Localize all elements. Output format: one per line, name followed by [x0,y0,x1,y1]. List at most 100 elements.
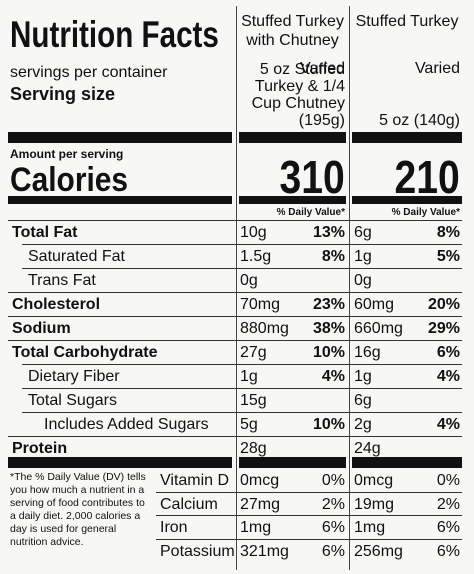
column-header: Stuffed Turkey with Chutney [241,13,344,49]
divider-bar [8,132,232,143]
mineral-name: Vitamin D [160,472,230,489]
servings: Varied [299,60,345,77]
nutrient-name: Trans Fat [28,272,96,289]
divider-bar [239,196,346,204]
nutrient-dv: 4% [436,368,460,385]
mineral-dv: 2% [436,495,460,513]
row-line [156,491,462,493]
calories-label: Calories [10,161,129,199]
nutrient-dv: 4% [321,368,345,385]
nutrient-name: Total Carbohydrate [12,344,158,361]
nutrient-name: Protein [12,440,68,457]
mineral-amount: 256mg [354,542,403,560]
nutrient-amount: 24g [354,440,381,457]
nutrient-name: Total Sugars [28,392,117,409]
mineral-amount: 19mg [354,495,395,513]
servings-label: servings per container [10,64,168,81]
mineral-dv: 6% [321,542,345,560]
mineral-amount: 0mcg [354,472,394,489]
nutrient-dv: 8% [436,224,460,241]
mineral-name: Calcium [160,495,218,513]
amount-label: Amount per serving [10,147,124,161]
serving-size: 5 oz Stuffed Turkey & 1/4 Cup Chutney (1… [251,61,345,129]
mineral-amount: 321mg [240,542,289,560]
nutrient-name: Dietary Fiber [28,368,120,385]
nutrient-amount: 1.5g [240,248,272,265]
nutrient-name: Saturated Fat [28,248,125,265]
mineral-dv: 0% [321,472,345,489]
nutrient-amount: 28g [240,440,267,457]
nutrient-dv: 13% [312,224,345,241]
nutrient-amount: 880mg [240,320,289,337]
nutrient-dv: 10% [312,416,345,433]
nutrient-amount: 0g [240,272,258,289]
nutrient-name: Sodium [12,320,71,337]
nutrient-amount: 6g [354,392,372,409]
mineral-dv: 0% [436,472,460,489]
divider-bar [352,132,462,143]
dv-header: % Daily Value* [391,207,460,218]
nutrient-name: Includes Added Sugars [44,416,209,433]
nutrient-amount: 6g [354,224,372,241]
nutrient-amount: 60mg [354,296,395,313]
nutrient-amount: 1g [354,368,372,385]
mineral-amount: 1mg [240,519,272,536]
nutrient-name: Cholesterol [12,296,101,313]
nutrient-amount: 15g [240,392,267,409]
nutrient-dv: 8% [321,248,345,265]
mineral-dv: 6% [436,519,460,536]
title: Nutrition Facts [10,14,219,55]
nutrient-amount: 660mg [354,320,403,337]
mineral-amount: 0mcg [240,472,280,489]
nutrient-dv: 6% [436,344,460,361]
row-line [22,388,462,389]
divider-bar [352,196,462,204]
nutrient-amount: 2g [354,416,372,433]
calories-value: 210 [394,151,460,203]
row-line [8,340,462,341]
dv-header: % Daily Value* [276,207,345,218]
servings: Varied [414,60,460,77]
nutrient-amount: 27g [240,344,267,361]
nutrient-amount: 10g [240,224,267,241]
row-line [156,538,462,540]
column-divider [349,6,350,570]
row-line [8,292,462,293]
nutrient-dv: 38% [312,320,345,337]
nutrient-amount: 0g [354,272,372,289]
nutrient-dv: 23% [312,296,345,313]
serving-size-label: Serving size [10,84,116,104]
row-line [22,244,462,245]
row-line [156,515,462,516]
nutrient-dv: 29% [427,320,460,337]
nutrient-amount: 1g [240,368,258,385]
nutrient-dv: 20% [427,296,460,313]
divider-bar [239,132,346,143]
mineral-name: Iron [160,519,188,536]
nutrient-amount: 1g [354,248,372,265]
divider-bar [352,457,462,468]
footnote: *The % Daily Value (DV) tells you how mu… [10,471,146,548]
divider-bar [8,457,232,468]
serving-size: 5 oz (140g) [379,112,460,129]
nutrient-dv: 10% [312,344,345,361]
row-line [8,220,462,221]
mineral-dv: 6% [436,542,460,560]
divider-bar [239,457,346,468]
nutrient-name: Total Fat [12,224,78,241]
divider-bar [8,196,232,204]
nutrient-amount: 5g [240,416,258,433]
row-line [8,316,462,317]
row-line [22,412,462,413]
mineral-amount: 27mg [240,495,281,513]
row-line [8,436,462,437]
row-line [22,364,462,365]
row-line [22,268,462,269]
mineral-dv: 2% [321,495,345,513]
nutrient-dv: 5% [436,248,460,265]
calories-value: 310 [279,151,345,203]
mineral-name: Potassium [160,542,235,560]
mineral-amount: 1mg [354,519,386,536]
nutrient-amount: 16g [354,344,381,361]
